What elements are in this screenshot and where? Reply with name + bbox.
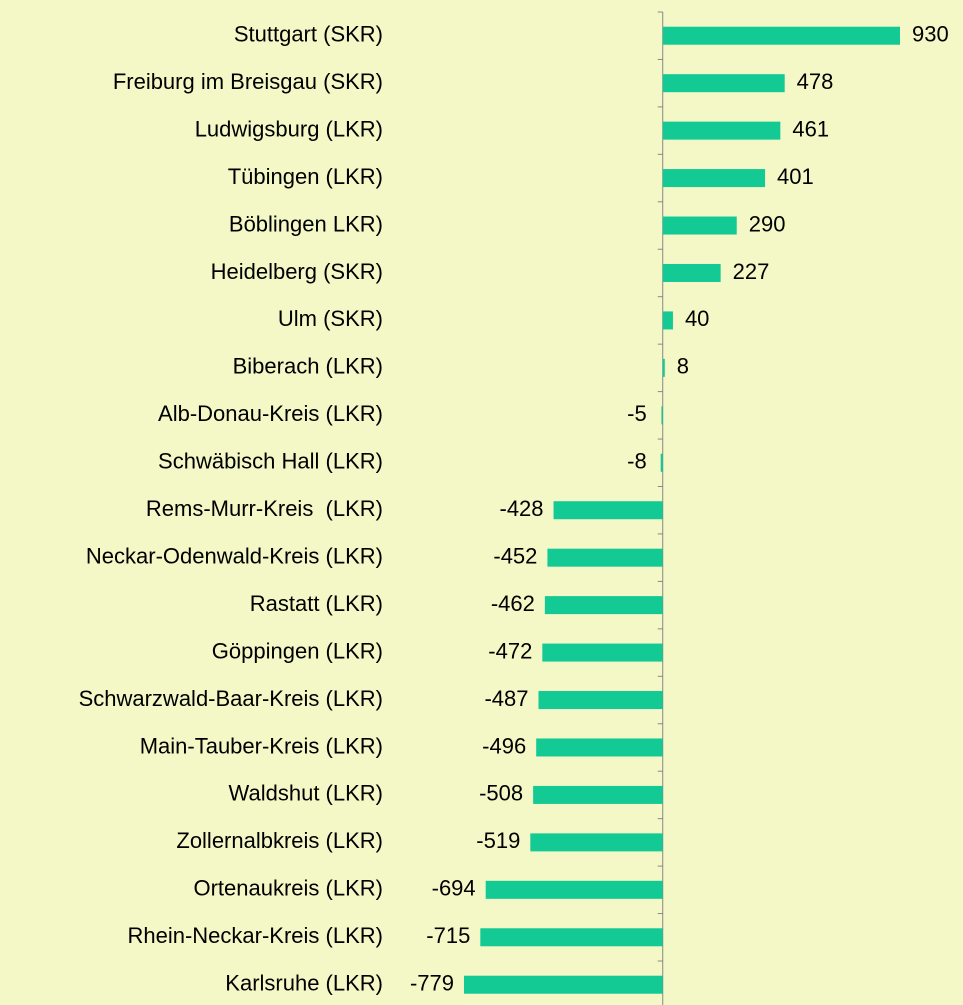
value-label: 40 <box>685 306 709 331</box>
bar <box>464 975 663 994</box>
category-label: Böblingen LKR) <box>229 211 383 236</box>
category-label: Tübingen (LKR) <box>228 164 383 189</box>
bar <box>530 833 663 852</box>
category-label: Ludwigsburg (LKR) <box>195 116 383 141</box>
category-label: Rhein-Neckar-Kreis (LKR) <box>127 923 383 948</box>
value-label: 461 <box>792 116 829 141</box>
value-label: -5 <box>627 401 647 426</box>
bar <box>662 74 785 93</box>
category-label: Rastatt (LKR) <box>250 591 383 616</box>
value-label: 401 <box>777 164 814 189</box>
category-label: Ulm (SKR) <box>278 306 383 331</box>
value-label: 290 <box>749 211 786 236</box>
category-label: Göppingen (LKR) <box>212 638 383 663</box>
bar <box>536 738 663 757</box>
category-label: Main-Tauber-Kreis (LKR) <box>140 733 383 758</box>
value-label: -508 <box>479 781 523 806</box>
bar <box>662 26 900 45</box>
value-label: 478 <box>797 69 834 94</box>
value-label: 8 <box>677 354 689 379</box>
bar <box>542 643 663 662</box>
category-label: Freiburg im Breisgau (SKR) <box>113 69 383 94</box>
bar <box>662 358 665 377</box>
value-label: -715 <box>426 923 470 948</box>
bar <box>660 453 663 472</box>
value-label: -452 <box>493 543 537 568</box>
category-label: Karlsruhe (LKR) <box>225 971 383 996</box>
value-label: -8 <box>627 449 647 474</box>
value-label: 930 <box>912 22 949 47</box>
bar <box>485 880 663 899</box>
bar <box>662 263 721 282</box>
value-label: -462 <box>491 591 535 616</box>
value-label: -519 <box>476 828 520 853</box>
bar <box>661 406 663 425</box>
category-label: Biberach (LKR) <box>233 354 383 379</box>
category-label: Schwäbisch Hall (LKR) <box>158 449 383 474</box>
value-label: 227 <box>733 259 770 284</box>
bar <box>480 928 663 947</box>
category-label: Alb-Donau-Kreis (LKR) <box>158 401 383 426</box>
bar <box>662 121 781 140</box>
value-label: -428 <box>500 496 544 521</box>
category-label: Zollernalbkreis (LKR) <box>176 828 383 853</box>
category-label: Stuttgart (SKR) <box>234 22 383 47</box>
bar <box>662 311 673 330</box>
value-label: -694 <box>432 876 476 901</box>
bar <box>662 169 766 188</box>
bar <box>533 785 663 804</box>
bar <box>538 691 663 710</box>
category-label: Heidelberg (SKR) <box>211 259 383 284</box>
value-label: -487 <box>484 686 528 711</box>
category-label: Rems-Murr-Kreis (LKR) <box>146 496 383 521</box>
category-label: Neckar-Odenwald-Kreis (LKR) <box>86 543 383 568</box>
category-label: Waldshut (LKR) <box>229 781 383 806</box>
value-label: -779 <box>410 971 454 996</box>
value-label: -496 <box>482 733 526 758</box>
bar <box>547 548 663 567</box>
bar <box>544 596 663 615</box>
bar <box>662 216 737 235</box>
category-label: Schwarzwald-Baar-Kreis (LKR) <box>79 686 383 711</box>
value-label: -472 <box>488 638 532 663</box>
bar <box>553 501 663 520</box>
category-label: Ortenaukreis (LKR) <box>193 876 383 901</box>
